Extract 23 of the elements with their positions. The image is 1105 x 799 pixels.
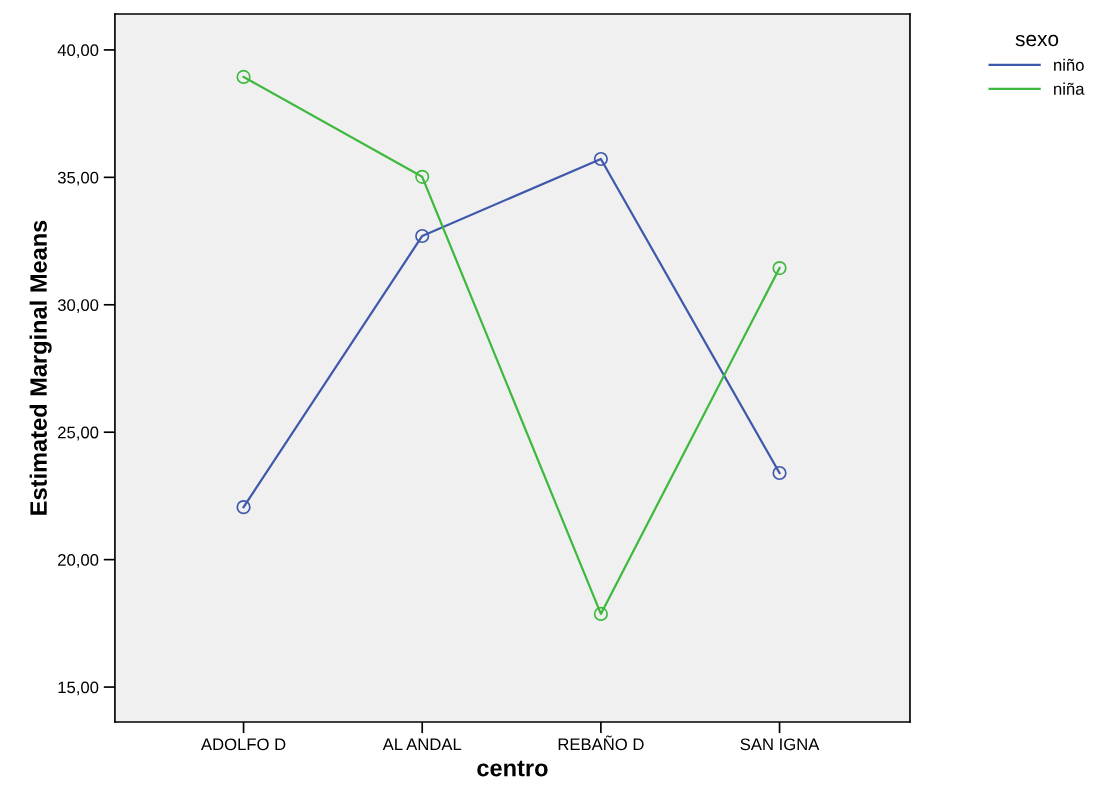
y-tick-label: 35,00 — [57, 171, 99, 186]
x-tick-label: SAN IGNA — [740, 738, 820, 751]
point — [415, 228, 430, 244]
legend-title: sexo — [1015, 34, 1059, 47]
y-axis-title: Estimated Marginal Means — [29, 220, 52, 515]
point — [772, 465, 787, 481]
y-tick-label: 30,00 — [57, 299, 99, 313]
x-tick-label: AL ANDAL — [382, 738, 462, 751]
x-axis-title: centro — [477, 760, 548, 777]
point — [236, 500, 251, 515]
y-tick-label: 25,00 — [58, 426, 99, 441]
point — [593, 151, 608, 167]
point — [236, 69, 251, 85]
legend-label: niño — [1054, 58, 1084, 71]
point — [593, 606, 608, 622]
legend-label: niña — [1054, 82, 1085, 95]
point — [772, 260, 787, 276]
y-tick-label: 15,00 — [58, 681, 99, 696]
y-tick-label: 40,00 — [57, 44, 99, 59]
y-tick-label: 20,00 — [58, 554, 99, 568]
x-tick-label: ADOLFO D — [200, 738, 286, 751]
point — [415, 169, 430, 184]
x-tick-label: REBAÑO D — [558, 735, 644, 751]
